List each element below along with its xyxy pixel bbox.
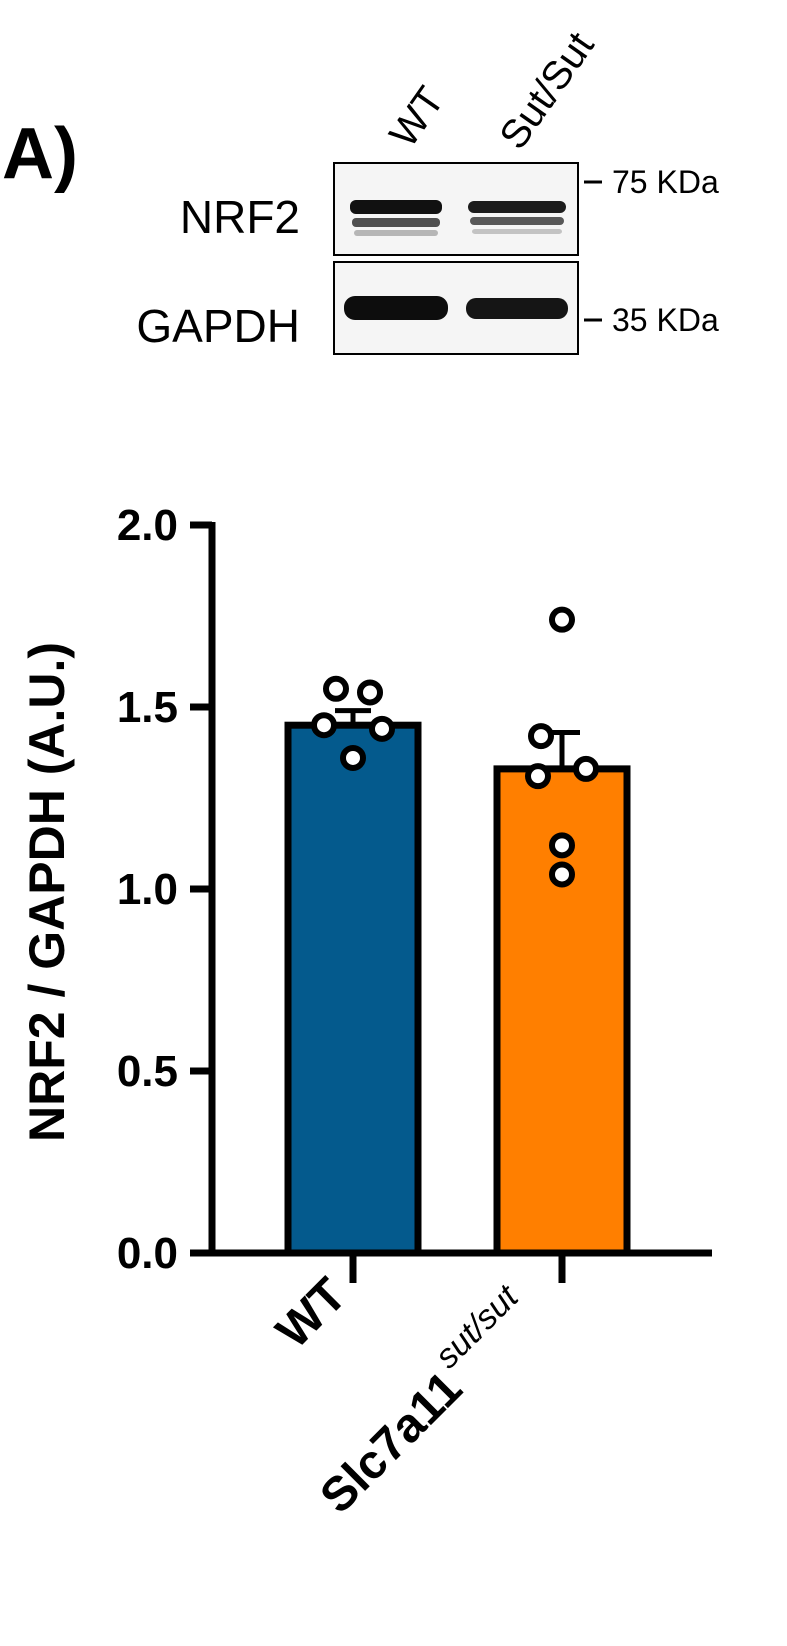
x-tick-label-wt: WT bbox=[267, 1268, 357, 1358]
data-point bbox=[525, 763, 551, 790]
nrf2-band-lane-2 bbox=[468, 201, 566, 234]
marker-label-35: 35 KDa bbox=[612, 302, 719, 338]
data-point bbox=[340, 744, 366, 771]
y-axis-ticks: 0.0 0.5 1.0 1.5 2.0 bbox=[117, 501, 212, 1278]
y-tick-label: 0.0 bbox=[117, 1229, 178, 1278]
western-blot: WT Sut/Sut NRF2 GAPDH 75 KDa 35 KDa bbox=[136, 24, 719, 355]
lane-label-sut: Sut/Sut bbox=[491, 24, 602, 157]
row-label-gapdh: GAPDH bbox=[136, 300, 300, 352]
panel-label: A) bbox=[2, 114, 78, 194]
data-point bbox=[357, 679, 383, 706]
data-point bbox=[311, 712, 337, 739]
row-label-nrf2: NRF2 bbox=[180, 191, 300, 243]
data-point bbox=[549, 861, 575, 888]
y-tick-label: 1.5 bbox=[117, 683, 178, 732]
bars bbox=[284, 721, 631, 1257]
data-point bbox=[573, 755, 599, 782]
data-points bbox=[311, 606, 599, 888]
gapdh-band-lane-2 bbox=[466, 298, 568, 319]
y-tick-label: 0.5 bbox=[117, 1047, 178, 1096]
x-tick-label-main: Slc7a11 bbox=[310, 1362, 472, 1524]
nrf2-band-lane-1 bbox=[350, 200, 442, 236]
y-tick-label: 2.0 bbox=[117, 501, 178, 550]
data-point bbox=[369, 715, 395, 742]
data-point bbox=[528, 723, 554, 750]
data-point bbox=[549, 832, 575, 859]
gapdh-band-lane-1 bbox=[344, 296, 448, 320]
bar-wt bbox=[284, 721, 422, 1257]
marker-label-75: 75 KDa bbox=[612, 164, 719, 200]
y-axis-title: NRF2 / GAPDH (A.U.) bbox=[19, 642, 75, 1142]
y-tick-label: 1.0 bbox=[117, 865, 178, 914]
data-point bbox=[549, 606, 575, 633]
x-tick-label-superscript: sut/sut bbox=[428, 1277, 527, 1376]
lane-label-wt: WT bbox=[381, 79, 453, 155]
data-point bbox=[323, 675, 349, 702]
